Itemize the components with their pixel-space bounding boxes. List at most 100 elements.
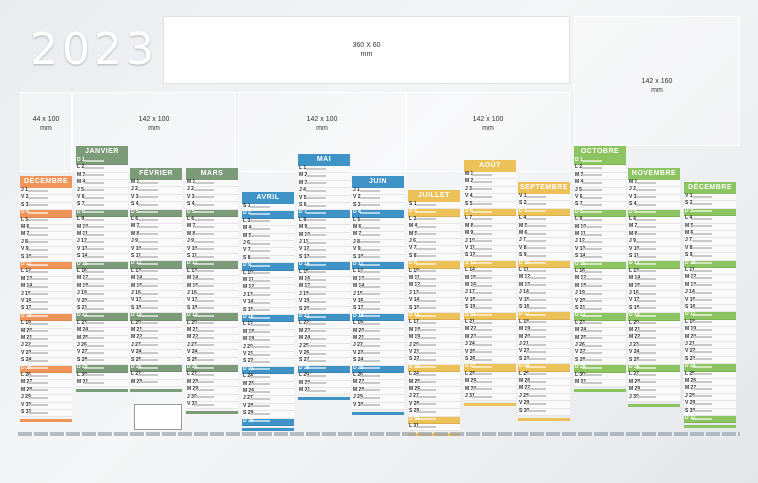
day-letter: J 13: [243, 291, 253, 298]
day-row: M 11: [76, 231, 128, 240]
saint-name: [472, 299, 492, 302]
day-letter: M 22: [187, 334, 199, 341]
saint-name: [692, 195, 712, 198]
saint-name: [84, 159, 104, 162]
saint-name: [306, 174, 326, 177]
day-letter: M 18: [77, 282, 89, 289]
day-row: L 22: [298, 320, 350, 329]
day-row: L 30: [76, 372, 128, 380]
saint-name: [526, 225, 546, 228]
day-letter: S 22: [243, 358, 254, 365]
day-row: M 19: [408, 334, 460, 343]
day-row: D 15: [76, 261, 128, 269]
saint-name: [84, 374, 104, 377]
day-row: D 30: [242, 418, 294, 426]
day-letter: V 6: [575, 194, 583, 200]
day-row: V 11: [464, 245, 516, 254]
day-row: S 6: [298, 202, 350, 211]
saint-name: [306, 271, 326, 274]
saint-name: [194, 299, 214, 302]
saint-name: [526, 247, 546, 250]
day-row: D 12: [628, 260, 680, 269]
saint-name: [582, 159, 602, 162]
day-letter: J 2: [187, 186, 194, 193]
day-letter: V 17: [131, 297, 142, 304]
day-letter: S 17: [21, 305, 32, 312]
day-row: M 13: [20, 276, 72, 285]
day-letter: M 13: [353, 275, 365, 282]
day-row: V 30: [20, 402, 72, 410]
saint-name: [636, 292, 656, 295]
day-row: M 4: [242, 225, 294, 234]
saint-name: [582, 196, 602, 199]
day-row: S 26: [464, 356, 516, 365]
day-letter: M 29: [629, 386, 641, 393]
day-row: J 16: [186, 290, 238, 299]
ad-slot-label: 142 x 100 mm: [472, 116, 504, 132]
day-row: L 26: [20, 372, 72, 381]
day-row: D 24: [684, 363, 736, 372]
saint-name: [360, 285, 380, 288]
ad-slot-top-banner: 360 X 60 mm: [163, 16, 570, 84]
day-letter: M 18: [243, 328, 255, 335]
day-row: M 28: [628, 379, 680, 388]
saint-name: [582, 344, 602, 347]
saint-name: [582, 218, 602, 221]
day-row: S 7: [76, 201, 128, 210]
day-letter: S 7: [575, 201, 583, 208]
day-letter: V 27: [575, 349, 586, 356]
day-letter: J 13: [409, 289, 419, 296]
saint-name: [582, 166, 602, 169]
saint-name: [692, 239, 712, 242]
saint-name: [526, 321, 546, 324]
day-row: J 2: [628, 186, 680, 195]
saint-name: [472, 254, 492, 257]
day-row: V 15: [518, 297, 570, 305]
day-letter: S 3: [21, 201, 29, 208]
day-row: J 29: [352, 394, 404, 403]
saint-name: [692, 284, 712, 287]
day-letter: M 7: [21, 231, 30, 238]
day-letter: S 2: [519, 200, 527, 207]
day-row: V 24: [186, 349, 238, 358]
saint-name: [636, 203, 656, 206]
saint-name: [138, 351, 158, 354]
day-row: M 1: [186, 179, 238, 188]
day-row: J 11: [298, 239, 350, 248]
day-row: L 9: [574, 216, 626, 225]
saint-name: [28, 233, 48, 236]
day-letter: M 11: [409, 275, 420, 281]
saint-name: [472, 195, 492, 198]
day-letter: S 28: [575, 356, 586, 363]
saint-name: [526, 232, 546, 235]
day-letter: M 14: [353, 283, 365, 290]
day-row: M 8: [186, 231, 238, 240]
day-letter: L 12: [21, 268, 31, 275]
day-letter: L 11: [685, 267, 695, 273]
day-row: D 2: [408, 208, 460, 217]
day-letter: S 14: [575, 253, 586, 260]
day-row: J 26: [76, 342, 128, 351]
saint-name: [526, 254, 546, 257]
day-letter: J 6: [409, 238, 416, 244]
day-letter: M 12: [409, 282, 421, 289]
day-letter: V 21: [409, 349, 420, 355]
day-letter: S 18: [629, 304, 640, 311]
day-letter: S 11: [629, 253, 640, 259]
day-letter: M 5: [409, 230, 418, 237]
day-row: D 10: [684, 260, 736, 268]
saint-name: [28, 189, 48, 192]
day-letter: M 22: [131, 334, 143, 341]
day-letter: J 19: [77, 290, 87, 297]
day-letter: L 5: [353, 216, 361, 223]
day-letter: J 4: [299, 187, 306, 194]
saint-name: [250, 272, 270, 275]
day-letter: M 21: [131, 327, 143, 333]
saint-name: [526, 365, 546, 368]
saint-name: [28, 337, 48, 340]
day-letter: V 11: [465, 245, 476, 251]
day-letter: V 13: [575, 245, 586, 252]
day-row: V 7: [242, 247, 294, 256]
saint-name: [306, 359, 326, 362]
day-letter: S 26: [465, 356, 476, 362]
